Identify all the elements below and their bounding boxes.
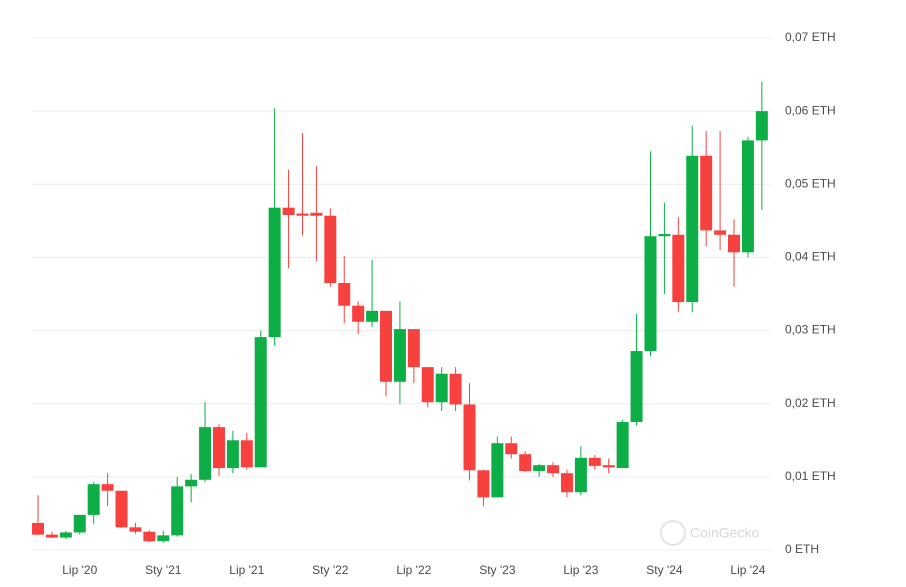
watermark-logo: [660, 520, 686, 546]
x-tick-label: Sty '22: [312, 563, 349, 577]
candle-body: [700, 155, 713, 231]
x-tick-label: Sty '24: [646, 563, 683, 577]
candle-body: [602, 465, 615, 468]
candle-body: [616, 422, 629, 469]
candle-body: [755, 111, 768, 141]
candle-body: [380, 310, 392, 382]
candle-body: [574, 457, 587, 493]
x-tick-label: Lip '21: [229, 563, 264, 577]
candle-body: [268, 207, 281, 338]
candle-body: [714, 230, 727, 235]
watermark: CoinGecko: [690, 525, 759, 541]
y-tick-label: 0,04 ETH: [785, 250, 836, 264]
candle-body: [560, 473, 573, 493]
candle-body: [143, 531, 156, 542]
x-tick-label: Lip '24: [730, 563, 765, 577]
candle-body: [171, 486, 184, 536]
x-tick-label: Sty '21: [145, 563, 182, 577]
candle-body: [45, 534, 58, 538]
candle-body: [505, 443, 518, 455]
candle-body: [101, 484, 114, 491]
candle-body: [296, 213, 309, 216]
candle-body: [547, 465, 560, 474]
candle-body: [519, 454, 532, 472]
candle-body: [533, 465, 546, 472]
candle-body: [672, 234, 685, 303]
candle-body: [310, 212, 323, 216]
candle-body: [407, 329, 420, 368]
x-tick-label: Lip '20: [62, 563, 97, 577]
candle-body: [212, 427, 225, 469]
candle-body: [282, 207, 295, 216]
candle-body: [324, 215, 337, 284]
candle-body: [658, 234, 671, 237]
candle-body: [588, 457, 601, 466]
candle-body: [338, 283, 351, 306]
candle-body: [199, 427, 212, 480]
candle-body: [87, 484, 100, 515]
candle-body: [366, 310, 379, 322]
y-tick-label: 0,02 ETH: [785, 396, 836, 410]
candle-body: [644, 236, 657, 352]
y-tick-label: 0,06 ETH: [785, 103, 836, 117]
candle-body: [157, 535, 170, 542]
y-tick-label: 0,07 ETH: [785, 30, 836, 44]
candle-body: [32, 522, 44, 535]
candle-body: [477, 470, 490, 498]
x-tick-label: Sty '23: [479, 563, 516, 577]
candle-body: [115, 490, 128, 528]
candle-body: [254, 337, 267, 468]
x-tick-label: Lip '23: [563, 563, 598, 577]
candle-body: [393, 329, 406, 382]
candle-body: [630, 351, 643, 422]
y-tick-label: 0,01 ETH: [785, 469, 836, 483]
candle-body: [185, 479, 198, 487]
candle-body: [226, 440, 239, 469]
candle-body: [129, 527, 142, 532]
y-tick-label: 0,03 ETH: [785, 323, 836, 337]
candle-body: [491, 443, 504, 498]
candle-body: [435, 373, 448, 403]
candle-body: [421, 367, 434, 403]
y-tick-label: 0 ETH: [785, 542, 819, 556]
y-tick-label: 0,05 ETH: [785, 176, 836, 190]
candle-body: [73, 514, 86, 533]
candle-body: [59, 532, 72, 538]
candle-body: [463, 404, 476, 471]
candle-body: [741, 140, 754, 253]
candle-body: [240, 440, 253, 468]
candle-body: [449, 373, 462, 405]
candle-body: [686, 155, 699, 303]
candle-body: [352, 305, 365, 322]
x-tick-label: Lip '22: [396, 563, 431, 577]
candle-body: [728, 234, 740, 253]
